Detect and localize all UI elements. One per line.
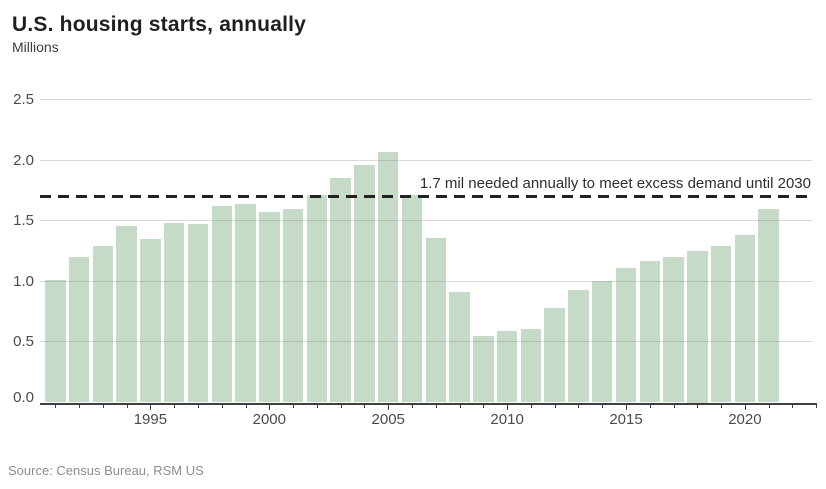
x-tick-1996 <box>174 405 176 408</box>
bar-2008 <box>449 292 470 403</box>
x-tick-2021 <box>768 405 770 408</box>
x-tick-2003 <box>340 405 342 408</box>
x-tick-label-2015: 2015 <box>609 411 643 428</box>
x-tick-2009 <box>483 405 485 408</box>
bar-2017 <box>663 257 684 403</box>
bar-2011 <box>520 328 542 403</box>
x-tick-2016 <box>649 405 651 408</box>
x-tick-1992 <box>79 405 81 408</box>
x-tick-2002 <box>316 405 318 408</box>
x-tick-2014 <box>602 405 604 408</box>
x-tick-2023 <box>816 405 818 408</box>
x-tick-1997 <box>197 405 199 408</box>
x-tick-1993 <box>102 405 104 408</box>
y-tick-label-2.0: 2.0 <box>13 151 34 169</box>
bar-2009 <box>473 335 494 403</box>
x-tick-1991 <box>55 405 57 408</box>
x-tick-1995 <box>150 405 152 410</box>
gridline-1.5 <box>40 220 812 222</box>
bar-1996 <box>163 223 185 403</box>
demand-reference-line <box>40 194 812 198</box>
y-tick-label-1.0: 1.0 <box>13 272 34 290</box>
bar-1999 <box>235 203 256 403</box>
bar-2014 <box>591 281 613 403</box>
x-tick-2007 <box>435 405 437 408</box>
x-tick-1999 <box>245 405 247 408</box>
x-tick-1994 <box>126 405 128 408</box>
chart-subtitle-units: Millions <box>12 39 59 55</box>
x-axis-line <box>40 403 817 405</box>
x-tick-2001 <box>293 405 295 408</box>
bar-2018 <box>687 251 708 403</box>
bar-2006 <box>401 195 423 403</box>
x-tick-2012 <box>554 405 556 408</box>
source-note: Source: Census Bureau, RSM US <box>8 463 204 478</box>
bar-2010 <box>496 330 518 403</box>
x-tick-2000 <box>269 405 271 410</box>
bar-2020 <box>734 235 756 403</box>
bar-2007 <box>425 237 447 403</box>
bar-2012 <box>544 307 565 403</box>
bar-1995 <box>140 238 161 403</box>
bar-2002 <box>306 195 328 403</box>
x-tick-2020 <box>744 405 746 410</box>
gridline-0.5 <box>40 341 812 343</box>
x-tick-2019 <box>721 405 723 408</box>
reference-line-label: 1.7 mil needed annually to meet excess d… <box>419 175 811 192</box>
x-tick-label-2000: 2000 <box>252 411 286 428</box>
x-tick-2008 <box>459 405 461 408</box>
x-tick-label-2020: 2020 <box>728 411 762 428</box>
x-tick-2015 <box>626 405 628 410</box>
x-tick-1998 <box>221 405 223 408</box>
x-tick-2010 <box>507 405 509 410</box>
x-tick-2022 <box>792 405 794 408</box>
bar-2015 <box>615 267 637 403</box>
bar-2001 <box>282 208 304 403</box>
bar-2000 <box>259 212 280 403</box>
y-tick-label-1.5: 1.5 <box>13 212 34 230</box>
bar-1991 <box>45 280 66 403</box>
bar-1994 <box>116 225 137 403</box>
x-tick-2004 <box>364 405 366 408</box>
bar-2005 <box>377 151 399 403</box>
x-tick-2011 <box>530 405 532 408</box>
x-tick-label-1995: 1995 <box>133 411 168 428</box>
x-tick-2017 <box>673 405 675 408</box>
y-tick-label-2.5: 2.5 <box>13 91 34 108</box>
bar-1993 <box>92 246 114 403</box>
gridline-2.0 <box>40 159 812 161</box>
x-tick-2006 <box>412 405 413 408</box>
x-tick-2018 <box>697 405 699 408</box>
bar-1997 <box>187 224 209 403</box>
gridline-2.5 <box>40 99 812 100</box>
bar-1998 <box>211 206 232 403</box>
bar-2004 <box>354 164 375 403</box>
x-tick-label-2010: 2010 <box>490 411 524 428</box>
bar-2016 <box>639 260 661 403</box>
x-tick-label-2005: 2005 <box>371 411 405 428</box>
bar-2019 <box>710 246 732 403</box>
bar-2013 <box>568 289 589 403</box>
bar-2021 <box>758 208 779 403</box>
y-tick-label-0.0: 0.0 <box>13 389 34 406</box>
x-tick-2013 <box>578 405 580 408</box>
gridline-1.0 <box>40 280 812 282</box>
x-tick-2005 <box>388 405 390 410</box>
y-tick-label-0.5: 0.5 <box>13 333 34 351</box>
bar-2003 <box>330 178 351 403</box>
chart-title: U.S. housing starts, annually <box>12 13 307 36</box>
bar-1992 <box>68 257 90 403</box>
